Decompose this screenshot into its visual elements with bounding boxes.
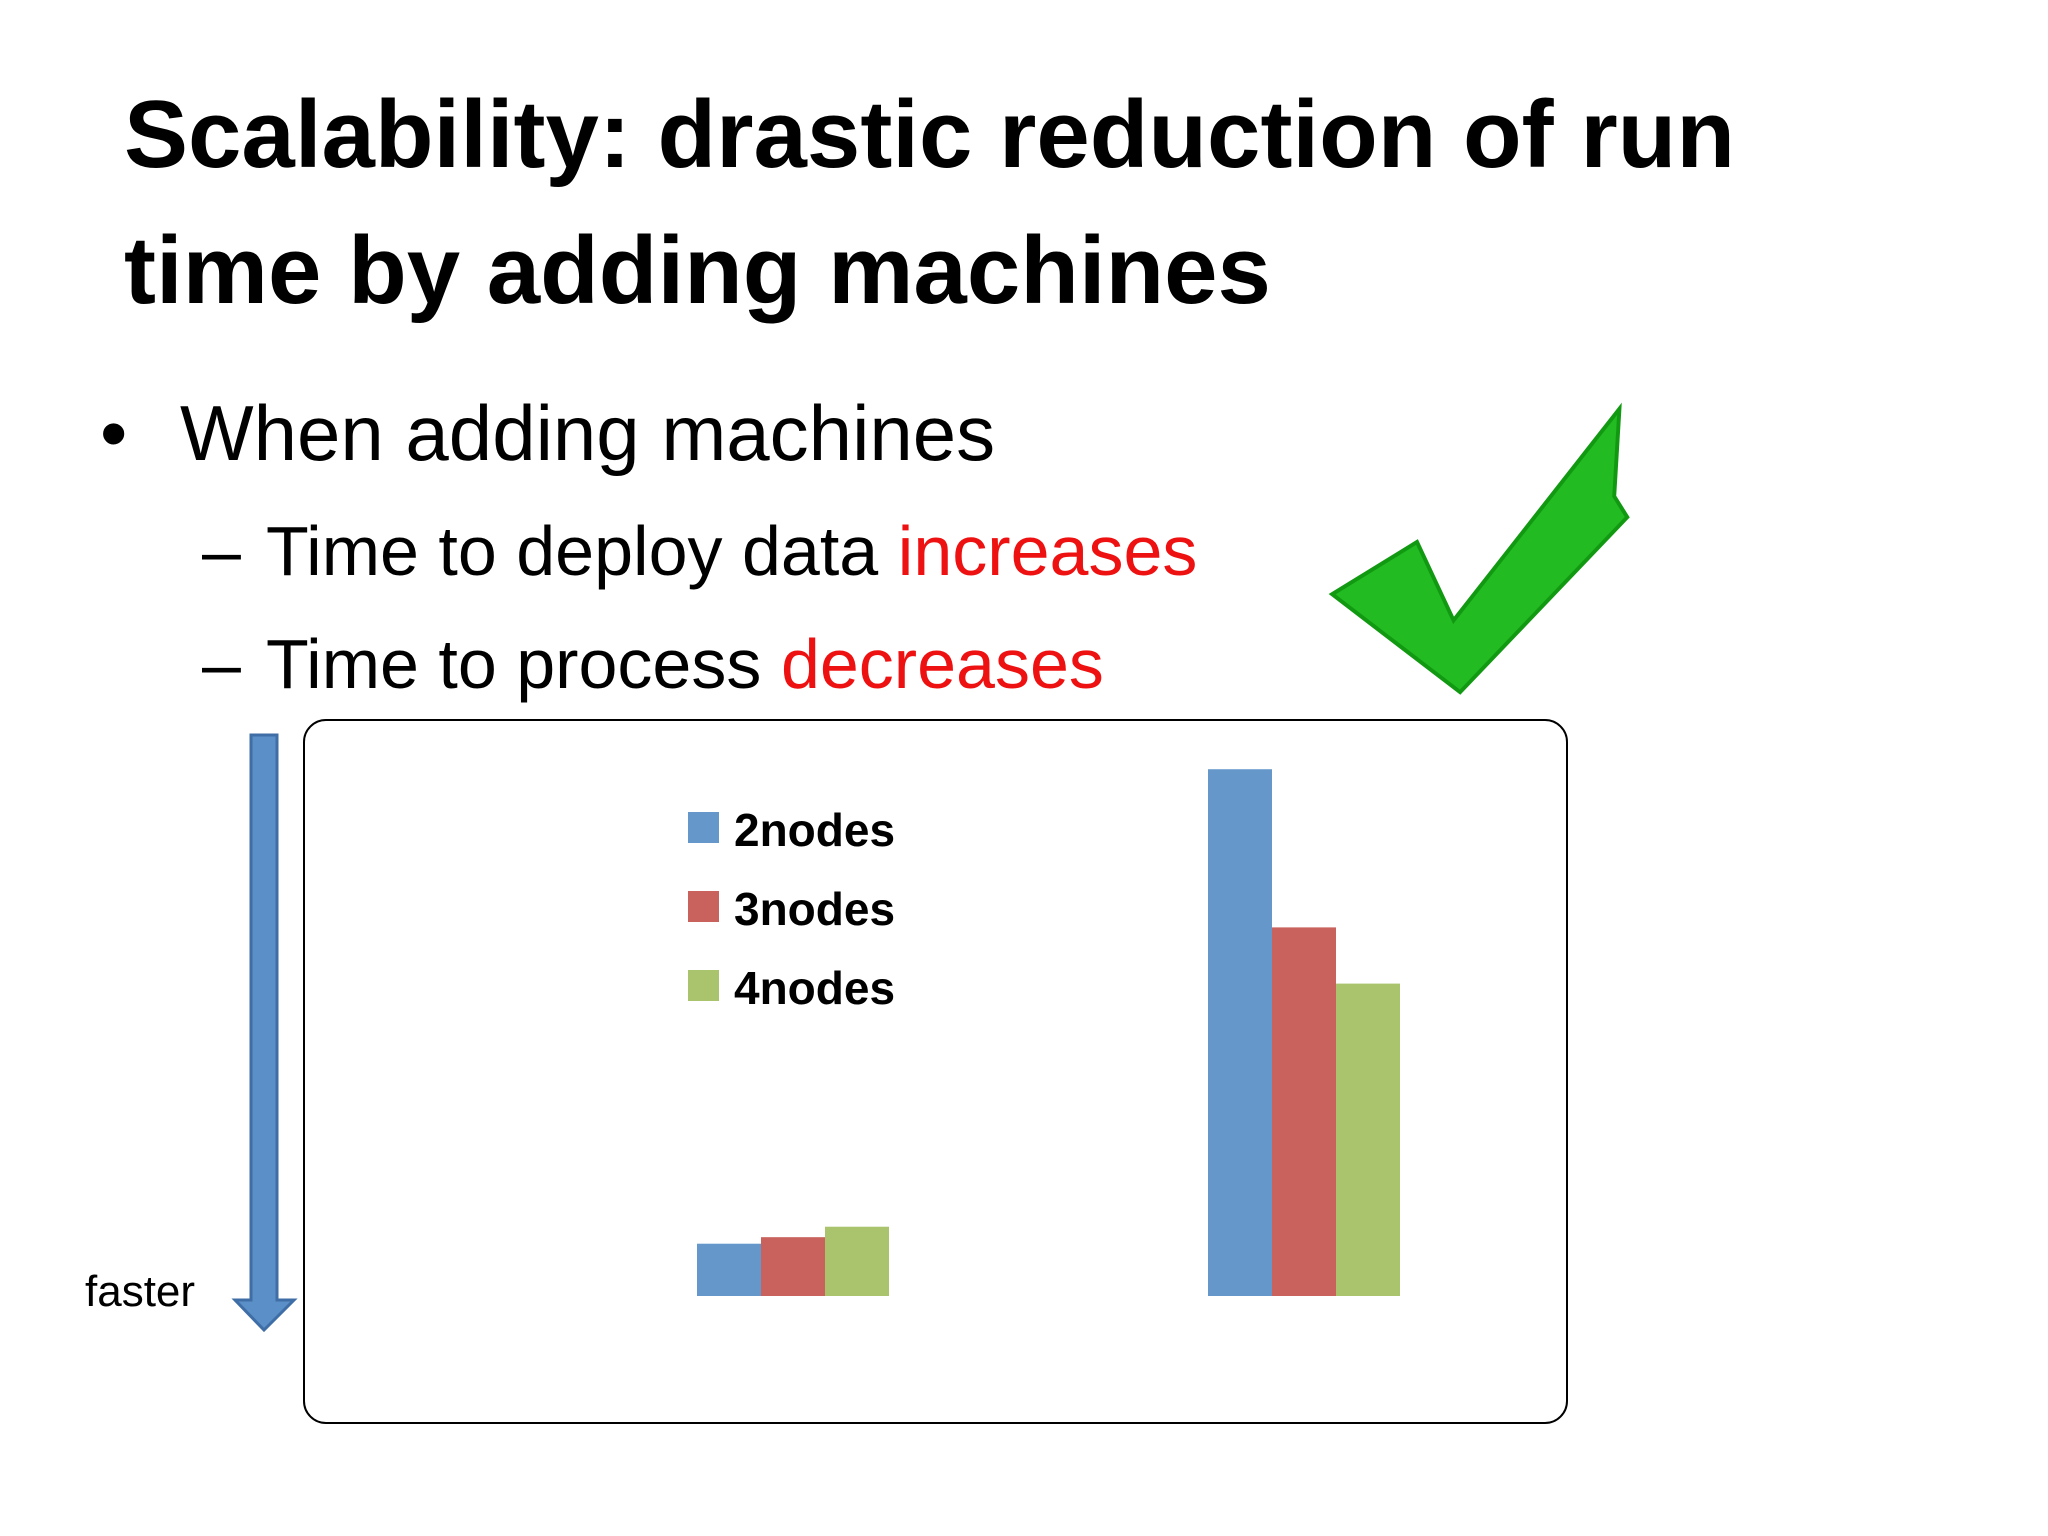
bullet-body: Time to deploy data (266, 512, 878, 590)
title-line: Scalability: drastic reduction of run (124, 81, 1735, 188)
legend-swatch (688, 812, 719, 843)
bullet-marker: – (202, 625, 241, 703)
bullet-body: Time to process (266, 625, 761, 703)
bar (1272, 927, 1336, 1296)
bullet-marker: • (100, 389, 127, 477)
title-line: time by adding machines (124, 217, 1271, 324)
bullet-marker: – (202, 512, 241, 590)
legend-label: 2nodes (734, 804, 895, 856)
bar (825, 1226, 889, 1296)
bullet-highlight: decreases (781, 625, 1104, 703)
chart: 2nodes 3nodes 4nodes (688, 769, 1400, 1296)
bar (1336, 983, 1400, 1296)
bullet-text: When adding machines (180, 389, 995, 477)
checkmark (1328, 402, 1630, 695)
bullet-list: • When adding machines – Time to deploy dat… (100, 389, 1197, 703)
legend-label: 4nodes (734, 962, 895, 1014)
annotation: faster (85, 1267, 195, 1316)
bullet-text: Time to process decreases (266, 625, 1104, 703)
bar (697, 1243, 761, 1296)
legend-swatch (688, 970, 719, 1001)
legend-label: 3nodes (734, 883, 895, 935)
bar (761, 1237, 825, 1296)
title-block: Scalability: drastic reduction of run tim… (124, 81, 1735, 324)
bullet-highlight: increases (898, 512, 1198, 590)
faster-arrow (231, 733, 298, 1333)
bar (1208, 769, 1272, 1296)
legend-swatch (688, 891, 719, 922)
slide-title: Scalability: drastic reduction of run tim… (124, 81, 1735, 324)
bullet-body: When adding machines (180, 389, 995, 477)
bullet-text: Time to deploy data increases (266, 512, 1197, 590)
